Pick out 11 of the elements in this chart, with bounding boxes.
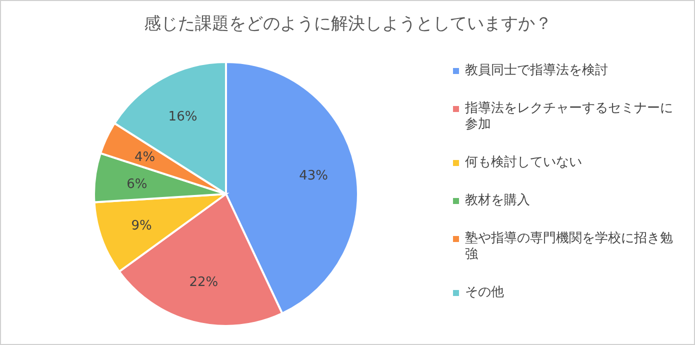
data-label: 6% (126, 176, 148, 192)
chart-title: 感じた課題をどのように解決しようとしていますか？ (144, 14, 552, 34)
data-label: 43% (299, 168, 328, 184)
data-label: 9% (131, 218, 152, 234)
legend-label: 教員同士で指導法を検討 (465, 63, 608, 79)
legend-label: 何も検討していない (465, 155, 582, 171)
legend-label: その他 (465, 285, 504, 301)
data-label: 4% (134, 150, 156, 165)
data-label: 22% (189, 274, 218, 290)
legend-label: 教材を購入 (465, 193, 530, 209)
data-label: 16% (168, 109, 198, 124)
